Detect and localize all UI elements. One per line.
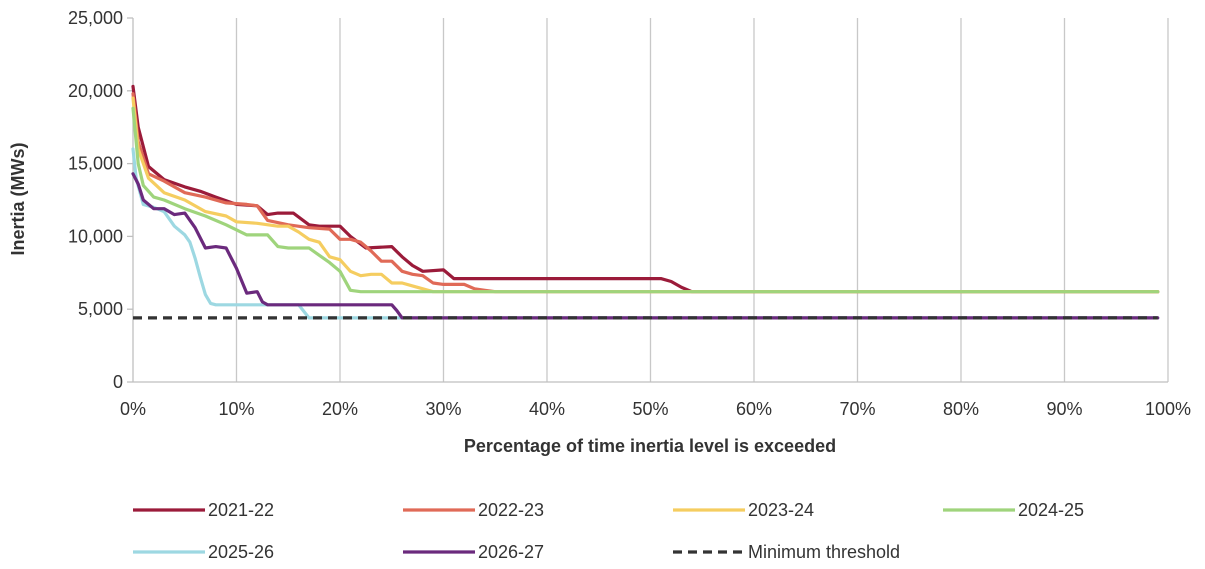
x-tick-label: 70% <box>839 399 875 419</box>
x-tick-label: 90% <box>1046 399 1082 419</box>
y-tick-label: 10,000 <box>68 226 123 246</box>
series-line-2026-27 <box>131 172 1160 320</box>
legend-label-2026-27: 2026-27 <box>478 542 544 562</box>
legend-label-2022-23: 2022-23 <box>478 500 544 520</box>
y-tick-label: 25,000 <box>68 8 123 28</box>
y-axis-title: Inertia (MWs) <box>8 142 28 255</box>
legend: 2021-22 2022-23 2023-24 2024-25 2025-26 2026-… <box>133 500 1084 562</box>
x-tick-labels: 0% 10% 20% 30% 40% 50% 60% 70% 80% 90% 100% <box>120 399 1191 419</box>
vertical-gridlines <box>235 18 1169 382</box>
x-tick-label: 100% <box>1145 399 1191 419</box>
x-tick-label: 30% <box>425 399 461 419</box>
legend-label-2021-22: 2021-22 <box>208 500 274 520</box>
legend-label-2024-25: 2024-25 <box>1018 500 1084 520</box>
y-tick-label: 0 <box>113 372 123 392</box>
x-tick-label: 50% <box>632 399 668 419</box>
y-tick-label: 15,000 <box>68 154 123 174</box>
x-tick-label: 0% <box>120 399 146 419</box>
series-line-2022-23 <box>131 92 1160 294</box>
x-tick-label: 40% <box>529 399 565 419</box>
legend-label-2023-24: 2023-24 <box>748 500 814 520</box>
series-line-2024-25 <box>131 106 1160 294</box>
x-tick-label: 10% <box>218 399 254 419</box>
y-tick-label: 5,000 <box>78 299 123 319</box>
series-lines <box>131 84 1160 320</box>
legend-label-2025-26: 2025-26 <box>208 542 274 562</box>
x-tick-label: 80% <box>943 399 979 419</box>
x-tick-label: 20% <box>322 399 358 419</box>
y-tick-labels: 0 5,000 10,000 15,000 20,000 25,000 <box>68 8 123 392</box>
legend-label-minimum-threshold: Minimum threshold <box>748 542 900 562</box>
x-axis-title: Percentage of time inertia level is exce… <box>464 436 836 456</box>
series-line-2021-22 <box>131 84 1160 294</box>
series-line-2023-24 <box>131 96 1160 294</box>
x-tick-label: 60% <box>736 399 772 419</box>
y-tick-label: 20,000 <box>68 81 123 101</box>
axes <box>127 17 1168 383</box>
